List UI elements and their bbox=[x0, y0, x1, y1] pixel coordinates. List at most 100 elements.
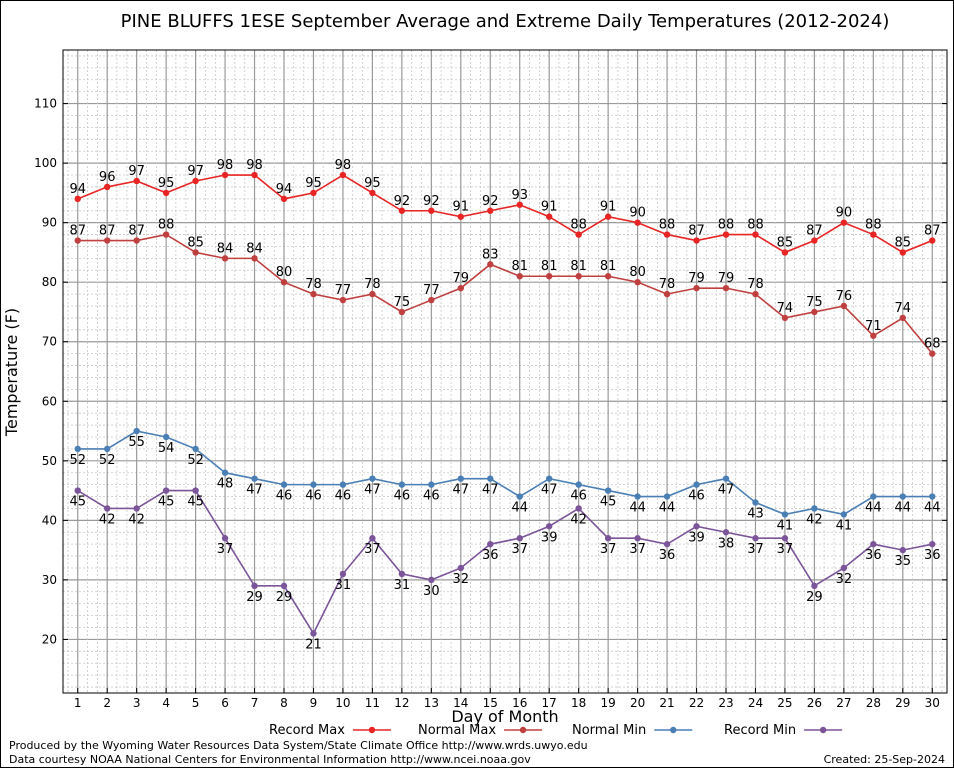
normal-max-data-label: 68 bbox=[924, 337, 941, 352]
normal-max-data-label: 85 bbox=[187, 235, 204, 250]
record-max-point bbox=[722, 231, 730, 238]
y-tick-label: 40 bbox=[42, 513, 57, 527]
record-max-data-label: 96 bbox=[99, 170, 116, 185]
record-max-data-label: 85 bbox=[777, 235, 794, 250]
x-tick-label: 19 bbox=[600, 696, 615, 710]
normal-max-point bbox=[546, 273, 553, 280]
series-layer bbox=[74, 171, 936, 637]
normal-min-point bbox=[634, 493, 641, 500]
x-tick-label: 16 bbox=[512, 696, 527, 710]
normal-min-point bbox=[840, 511, 848, 518]
normal-max-data-label: 81 bbox=[541, 259, 558, 274]
record-max-point bbox=[339, 171, 347, 179]
record-max-point bbox=[575, 231, 582, 238]
record-max-data-label: 85 bbox=[895, 235, 912, 250]
record-min-data-label: 45 bbox=[69, 495, 86, 510]
record-min-point bbox=[457, 564, 464, 572]
normal-min-point bbox=[604, 487, 612, 494]
normal-max-point bbox=[781, 314, 789, 322]
normal-min-point bbox=[310, 481, 317, 488]
y-tick-label: 110 bbox=[34, 97, 57, 111]
record-min-data-label: 21 bbox=[305, 637, 322, 652]
legend-label-record-max: Record Max bbox=[269, 723, 345, 738]
normal-max-point bbox=[457, 284, 464, 292]
record-min-data-label: 37 bbox=[777, 542, 794, 557]
normal-max-point bbox=[251, 255, 258, 262]
normal-min-data-label: 43 bbox=[747, 506, 764, 521]
record-min-point bbox=[781, 535, 789, 542]
record-min-data-label: 45 bbox=[158, 495, 175, 510]
grid-layer bbox=[63, 50, 947, 693]
normal-min-data-label: 45 bbox=[600, 495, 617, 510]
normal-max-data-label: 78 bbox=[364, 277, 381, 292]
record-min-point bbox=[870, 540, 877, 548]
normal-max-point bbox=[634, 278, 641, 286]
record-max-data-label: 90 bbox=[836, 206, 853, 221]
record-min-data-label: 42 bbox=[570, 512, 587, 527]
record-max-line bbox=[77, 174, 933, 254]
record-max-data-label: 90 bbox=[629, 206, 646, 221]
normal-max-data-label: 79 bbox=[453, 271, 470, 286]
record-max-data-label: 92 bbox=[423, 194, 440, 209]
normal-min-point bbox=[722, 475, 730, 482]
x-tick-label: 26 bbox=[807, 696, 822, 710]
record-max-data-label: 87 bbox=[806, 224, 823, 239]
record-max-point bbox=[457, 213, 464, 220]
normal-max-point bbox=[104, 237, 111, 244]
normal-min-point bbox=[487, 475, 494, 482]
normal-max-point bbox=[693, 284, 700, 292]
normal-min-data-label: 44 bbox=[924, 501, 941, 516]
record-max-data-label: 92 bbox=[482, 194, 499, 209]
record-min-point bbox=[192, 487, 199, 494]
record-min-point bbox=[811, 582, 818, 590]
x-tick-label: 28 bbox=[866, 696, 881, 710]
normal-max-point bbox=[133, 237, 140, 244]
normal-min-point bbox=[162, 433, 170, 441]
record-max-point bbox=[398, 207, 406, 214]
normal-max-data-label: 75 bbox=[806, 295, 823, 310]
record-max-point bbox=[428, 207, 435, 214]
normal-min-data-label: 44 bbox=[895, 501, 912, 516]
normal-max-data-label: 83 bbox=[482, 247, 499, 262]
normal-max-data-label: 87 bbox=[128, 224, 145, 239]
normal-max-point bbox=[575, 273, 582, 280]
normal-min-data-label: 47 bbox=[718, 483, 735, 498]
normal-min-point bbox=[811, 505, 818, 512]
record-min-data-label: 42 bbox=[99, 512, 116, 527]
record-min-data-label: 37 bbox=[511, 542, 528, 557]
normal-max-point bbox=[840, 302, 848, 310]
normal-min-data-label: 41 bbox=[777, 518, 794, 533]
legend-marker-record-max bbox=[368, 726, 376, 734]
record-max-point bbox=[74, 195, 81, 203]
x-tick-label: 21 bbox=[659, 696, 674, 710]
record-min-point bbox=[899, 546, 906, 554]
x-tick-label: 15 bbox=[483, 696, 498, 710]
x-tick-label: 6 bbox=[221, 696, 229, 710]
normal-max-point bbox=[428, 296, 435, 304]
x-tick-label: 20 bbox=[630, 696, 645, 710]
record-max-data-label: 92 bbox=[394, 194, 411, 209]
normal-min-data-label: 47 bbox=[482, 483, 499, 498]
normal-max-point bbox=[398, 308, 406, 316]
y-tick-label: 60 bbox=[42, 394, 57, 408]
x-tick-label: 3 bbox=[133, 696, 141, 710]
normal-min-point bbox=[251, 475, 258, 482]
normal-max-data-label: 79 bbox=[718, 271, 735, 286]
x-axis-label: Day of Month bbox=[451, 707, 558, 726]
y-tick-label: 90 bbox=[42, 216, 57, 230]
record-min-point bbox=[546, 523, 553, 530]
record-max-data-label: 94 bbox=[276, 182, 293, 197]
normal-min-data-label: 47 bbox=[453, 483, 470, 498]
normal-min-data-label: 46 bbox=[335, 489, 352, 504]
normal-max-data-label: 77 bbox=[335, 283, 352, 298]
x-tick-label: 10 bbox=[335, 696, 350, 710]
record-max-point bbox=[546, 213, 553, 220]
record-min-point bbox=[634, 535, 641, 542]
record-max-data-label: 91 bbox=[600, 200, 617, 215]
normal-max-point bbox=[369, 290, 376, 298]
legend-marker-normal-max bbox=[519, 726, 527, 734]
normal-min-point bbox=[74, 445, 81, 453]
record-max-point bbox=[604, 213, 612, 220]
